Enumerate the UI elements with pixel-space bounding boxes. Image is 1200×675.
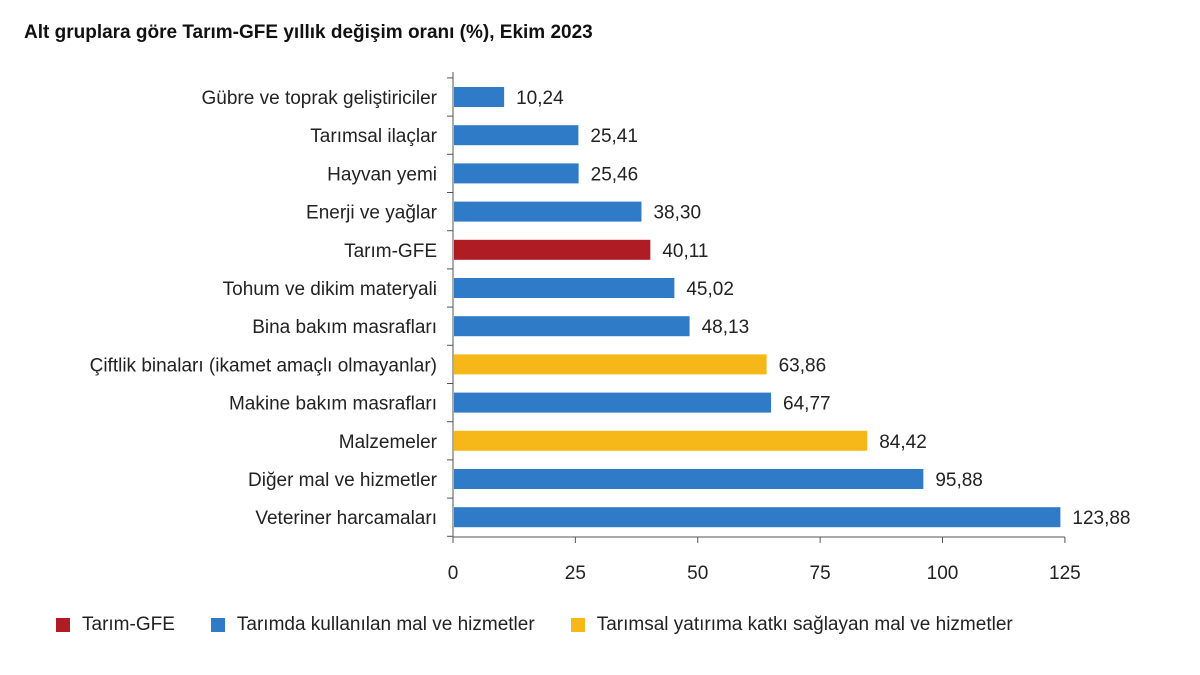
x-tick-label: 75: [810, 563, 831, 584]
bar: [454, 278, 675, 298]
category-label: Malzemeler: [339, 432, 438, 453]
bar: [454, 87, 505, 107]
legend: Tarım-GFE Tarımda kullanılan mal ve hizme…: [56, 614, 1049, 636]
x-tick-label: 50: [687, 563, 708, 584]
legend-swatch: [56, 618, 70, 632]
legend-swatch: [210, 618, 225, 632]
category-label: Tarımsal ilaçlar: [310, 126, 437, 147]
value-label: 25,46: [591, 164, 639, 185]
value-label: 10,24: [516, 88, 564, 109]
value-label: 64,77: [783, 394, 831, 415]
category-label: Hayvan yemi: [327, 164, 437, 185]
category-label: Tohum ve dikim materyali: [223, 279, 437, 300]
chart-title: Alt gruplara göre Tarım-GFE yıllık değiş…: [24, 22, 593, 43]
value-label: 38,30: [653, 203, 701, 224]
value-label: 63,86: [779, 355, 827, 376]
x-tick-label: 100: [927, 563, 959, 584]
bar-chart: 0 25 50 75 100 125 Gübre ve toprak geliştirici…: [90, 72, 1131, 584]
legend-label: Tarımsal yatırıma katkı sağlayan mal ve …: [596, 614, 1013, 635]
legend-item: Tarımda kullanılan mal ve hizmetler: [210, 614, 535, 636]
bar: [454, 316, 690, 337]
bar: [454, 125, 579, 146]
legend-label: Tarım-GFE: [82, 614, 175, 635]
category-label: Çiftlik binaları (ikamet amaçlı olmayanl…: [90, 355, 437, 376]
value-label: 95,88: [935, 470, 983, 491]
category-label: Enerji ve yağlar: [306, 203, 438, 224]
value-label: 123,88: [1072, 508, 1130, 529]
value-label: 48,13: [702, 317, 750, 338]
bar: [454, 201, 642, 222]
x-tick-label: 0: [448, 563, 459, 584]
x-tick-label: 125: [1049, 563, 1081, 584]
category-label: Tarım-GFE: [344, 241, 437, 262]
bar: [454, 392, 772, 413]
value-label: 84,42: [879, 432, 927, 453]
value-label: 45,02: [686, 279, 734, 300]
category-label: Bina bakım masrafları: [252, 317, 437, 338]
category-label: Gübre ve toprak geliştiriciler: [202, 88, 438, 109]
bar: [454, 163, 579, 184]
bar: [454, 507, 1061, 528]
category-label: Veteriner harcamaları: [255, 508, 437, 529]
x-tick-label: 25: [565, 563, 586, 584]
legend-item: Tarım-GFE: [56, 614, 175, 636]
bar: [454, 469, 924, 489]
legend-label: Tarımda kullanılan mal ve hizmetler: [236, 614, 535, 635]
category-label: Makine bakım masrafları: [229, 394, 437, 415]
legend-item: Tarımsal yatırıma katkı sağlayan mal ve …: [570, 614, 1013, 636]
value-label: 40,11: [662, 241, 708, 262]
value-label: 25,41: [590, 126, 638, 147]
category-label: Diğer mal ve hizmetler: [248, 470, 438, 491]
bar: [454, 354, 767, 375]
bar: [454, 430, 868, 451]
legend-swatch: [570, 618, 585, 632]
bar: [454, 239, 651, 260]
